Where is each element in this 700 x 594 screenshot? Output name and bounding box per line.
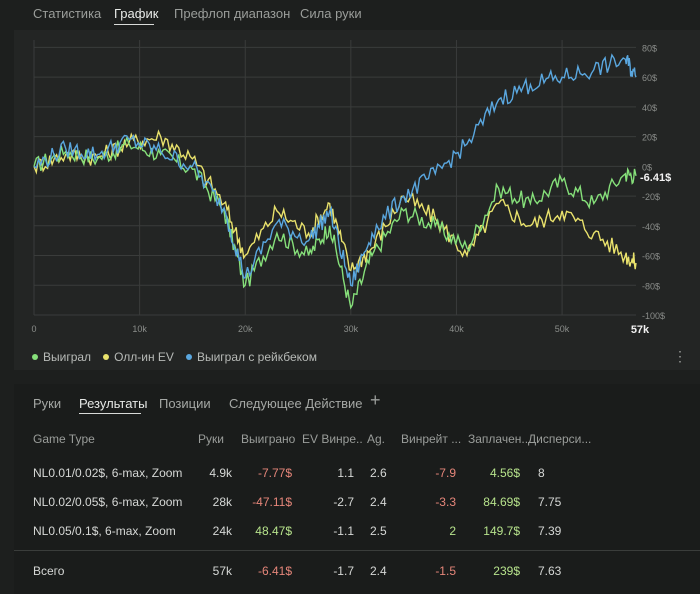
legend-item-allin-ev[interactable]: Олл-ин EV	[103, 350, 174, 364]
cell-rake-paid: 84.69$	[483, 495, 520, 509]
y-tick-label: -60$	[642, 252, 660, 262]
cell-aggression: 2.6	[370, 466, 387, 480]
cell-rake-paid: 4.56$	[489, 466, 520, 480]
add-tab-icon[interactable]: +	[370, 390, 381, 410]
cell-aggression: 2.5	[370, 524, 387, 538]
y-tick-label: -80$	[642, 281, 660, 291]
tab-positions[interactable]: Позиции	[159, 396, 211, 411]
y-tick-label: -100$	[642, 311, 665, 321]
cell-won: -47.11$	[252, 495, 292, 509]
cell-rake-paid: 239$	[493, 564, 520, 578]
legend-dot-won	[32, 354, 38, 360]
graph-panel: 80$ 60$ 40$ 20$ 0$ -20$ -40$ -60$ -80$ -100$ 0 10k 2…	[14, 30, 700, 370]
table-row[interactable]: NL0.05/0.1$, 6-max, Zoom 24k 48.47$ -1.1 2.5…	[14, 516, 700, 545]
cell-ev-winrate: -2.7	[333, 495, 354, 509]
cell-won: 48.47$	[255, 524, 292, 538]
tab-graph-underline	[114, 24, 154, 25]
cell-game-type: NL0.02/0.05$, 6-max, Zoom	[33, 495, 183, 509]
y-tick-label: 60$	[642, 73, 657, 83]
cell-ev-winrate: -1.1	[333, 524, 354, 538]
column-header-variance[interactable]: Дисперси...	[528, 432, 592, 446]
legend-label-won: Выиграл	[43, 350, 92, 364]
legend-dot-won-rakeback	[185, 354, 192, 360]
series-line-allin-ev	[33, 129, 637, 273]
table-row[interactable]: NL0.02/0.05$, 6-max, Zoom 28k -47.11$ -2.7 2…	[14, 487, 700, 516]
cell-winrate: 2	[449, 524, 456, 538]
cell-hands: 4.9k	[209, 466, 232, 480]
y-tick-label: 0$	[642, 162, 652, 172]
cell-ev-winrate: 1.1	[337, 466, 354, 480]
y-tick-label: -20$	[642, 192, 660, 202]
cell-winrate: -7.9	[435, 466, 456, 480]
tab-statistics[interactable]: Статистика	[33, 6, 102, 21]
cell-winrate: -3.3	[435, 495, 456, 509]
cell-winrate: -1.5	[435, 564, 456, 578]
legend-dot-allin-ev	[103, 354, 110, 360]
legend-item-won-rakeback[interactable]: Выиграл с рейкбеком	[185, 350, 317, 364]
y-tick-label: -40$	[642, 222, 660, 232]
cell-variance: 7.75	[538, 495, 562, 509]
table-total-row[interactable]: Всего 57k -6.41$ -1.7 2.4 -1.5 239$ 7.63	[14, 556, 700, 585]
table-row[interactable]: NL0.01/0.02$, 6-max, Zoom 4.9k -7.77$ 1.1 2.…	[14, 458, 700, 487]
legend-label-won-rakeback: Выиграл с рейкбеком	[196, 350, 317, 364]
cell-aggression: 2.4	[370, 495, 387, 509]
x-tick-label: 0	[31, 324, 36, 334]
x-tick-label: 30k	[344, 324, 359, 334]
results-graph[interactable]: 80$ 60$ 40$ 20$ 0$ -20$ -40$ -60$ -80$ -100$ 0 10k 2…	[14, 30, 700, 370]
tab-results-underline	[79, 413, 141, 414]
column-header-ev-winrate[interactable]: EV Винре...	[302, 432, 362, 446]
stats-panel: Руки Результаты Позиции Следующее Действ…	[14, 384, 700, 594]
x-tick-label: 10k	[132, 324, 147, 334]
x-tick-label: 50k	[555, 324, 570, 334]
tab-hands[interactable]: Руки	[33, 396, 62, 411]
column-header-rake-paid[interactable]: Заплачен...	[468, 432, 532, 446]
y-tick-label: 20$	[642, 133, 657, 143]
series-line-won-rakeback	[33, 53, 637, 287]
current-value-label: -6.41$	[640, 172, 671, 184]
graph-options-menu-icon[interactable]: ⋮	[673, 348, 687, 364]
cell-won: -7.77$	[257, 466, 292, 480]
cell-hands: 57k	[212, 564, 232, 578]
cell-variance: 7.63	[538, 564, 562, 578]
column-header-winrate[interactable]: Винрейт ...	[401, 432, 462, 446]
cell-ev-winrate: -1.7	[333, 564, 354, 578]
y-tick-label: 40$	[642, 103, 657, 113]
cell-hands: 24k	[212, 524, 232, 538]
cell-rake-paid: 149.7$	[483, 524, 520, 538]
x-tick-label-current: 57k	[631, 324, 650, 336]
y-tick-label: 80$	[642, 43, 657, 53]
cell-won: -6.41$	[257, 564, 292, 578]
table-header: Game Type Руки Выиграно EV Винре... Ag. …	[14, 424, 700, 454]
legend-label-allin-ev: Олл-ин EV	[114, 350, 174, 364]
cell-game-type: Всего	[33, 564, 65, 578]
cell-aggression: 2.4	[370, 564, 387, 578]
cell-hands: 28k	[212, 495, 232, 509]
cell-game-type: NL0.01/0.02$, 6-max, Zoom	[33, 466, 183, 480]
column-header-won[interactable]: Выиграно	[241, 432, 296, 446]
tab-preflop-range[interactable]: Префлоп диапазон	[174, 6, 291, 21]
tab-results[interactable]: Результаты	[79, 396, 148, 411]
total-divider	[14, 550, 700, 551]
legend-item-won[interactable]: Выиграл	[32, 350, 91, 364]
column-header-hands[interactable]: Руки	[198, 432, 224, 446]
x-tick-label: 40k	[449, 324, 464, 334]
cell-game-type: NL0.05/0.1$, 6-max, Zoom	[33, 524, 176, 538]
x-tick-label: 20k	[238, 324, 253, 334]
series-line-won	[33, 135, 637, 310]
tab-graph[interactable]: График	[114, 6, 159, 21]
top-tab-bar: Статистика График Префлоп диапазон Сила …	[0, 0, 700, 30]
tab-hand-strength[interactable]: Сила руки	[300, 6, 362, 21]
cell-variance: 8	[538, 466, 545, 480]
column-header-aggression[interactable]: Ag.	[367, 432, 386, 446]
tab-next-action[interactable]: Следующее Действие	[229, 396, 363, 411]
column-header-game-type[interactable]: Game Type	[33, 432, 95, 446]
cell-variance: 7.39	[538, 524, 562, 538]
graph-legend: Выиграл Олл-ин EV Выиграл с рейкбеком	[32, 350, 317, 364]
